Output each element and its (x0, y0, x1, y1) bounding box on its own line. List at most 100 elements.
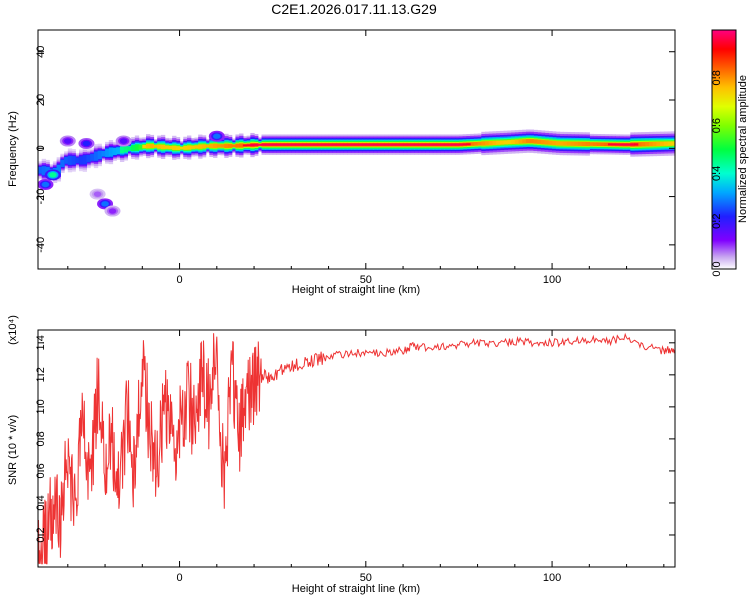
snr-y-label: SNR (10 * v/v) (7, 415, 19, 485)
ridge-cell (343, 143, 348, 146)
ridge-cell (201, 144, 207, 149)
ridge-cell (477, 141, 482, 146)
ridge-cell (645, 141, 650, 147)
y-tick-label: -20 (35, 189, 47, 205)
snr-panel: 0 50 100 0.2 0.4 0.6 0.8 1.0 1.2 1.4 Height of st… (7, 315, 676, 595)
ridge-cell (566, 141, 572, 146)
ridge-cell (224, 143, 229, 149)
spectral-blob (101, 201, 109, 207)
ridge-cell (429, 143, 434, 146)
snr-marks (38, 332, 675, 565)
ridge-cell (242, 144, 248, 147)
x-tick-label: 100 (543, 274, 561, 286)
colorbar-tick-label: 0.8 (711, 70, 723, 85)
ridge-cell (522, 139, 527, 144)
x-tick-label: 0 (176, 274, 182, 286)
ridge-cell (533, 139, 538, 144)
spectral-blob (108, 208, 117, 214)
ridge-cell (537, 139, 542, 144)
ridge-cell (116, 147, 121, 155)
y-tick-label: -40 (35, 237, 47, 253)
ridge-cell (503, 140, 508, 145)
ridge-cell (157, 144, 162, 149)
ridge-cell (593, 142, 598, 146)
ridge-cell (56, 164, 61, 175)
ridge-cell (481, 141, 486, 146)
ridge-cell (432, 143, 438, 146)
colorbar-tick-label: 0.0 (711, 261, 723, 276)
ridge-cell (146, 143, 151, 149)
y-tick-label: 0.2 (35, 527, 47, 542)
ridge-cell (93, 151, 99, 161)
ridge-cell (358, 143, 363, 146)
ridge-cell (86, 154, 91, 163)
y-tick-label: 40 (35, 46, 47, 58)
ridge-cell (376, 143, 382, 146)
ridge-cell (451, 143, 456, 146)
ridge-cell (473, 142, 479, 146)
ridge-cell (660, 141, 665, 146)
ridge-cell (671, 141, 675, 146)
ridge-cell (544, 140, 549, 145)
ridge-cell (607, 143, 613, 146)
ridge-cell (663, 141, 669, 146)
spectral-blob (213, 133, 221, 139)
ridge-cell (313, 143, 318, 146)
ridge-cell (421, 143, 427, 146)
colorbar-tick-label: 0.6 (711, 118, 723, 133)
ridge-cell (667, 141, 672, 146)
ridge-cell (172, 145, 177, 150)
ridge-cell (257, 144, 263, 146)
ridge-cell (417, 143, 423, 146)
y-tick-label: 0.6 (35, 463, 47, 478)
ridge-cell (287, 143, 292, 146)
ridge-cell (641, 142, 646, 147)
ridge-cell (656, 141, 661, 147)
colorbar: 0.0 0.2 0.4 0.6 0.8 Normalized spectral ampl… (711, 29, 749, 277)
spectral-blob (93, 191, 102, 197)
ridge-cell (637, 142, 643, 147)
colorbar-label: Normalized spectral amplitude (737, 75, 749, 223)
ridge-cell (280, 143, 285, 146)
ridge-cell (71, 156, 76, 165)
ridge-cell (302, 143, 307, 146)
ridge-cell (589, 142, 594, 146)
ridge-cell (525, 139, 531, 144)
ridge-cell (82, 155, 88, 165)
ridge-cell (321, 143, 326, 146)
y-tick-label: 1.4 (35, 335, 47, 350)
figure-title: C2E1.2026.017.11.13.G29 (271, 1, 437, 17)
ridge-cell (563, 141, 568, 146)
ridge-cell (574, 141, 579, 146)
ridge-cell (90, 153, 95, 161)
ridge-cell (101, 150, 106, 157)
ridge-cell (75, 157, 80, 164)
ridge-cell (406, 143, 412, 146)
ridge-cell (499, 140, 505, 145)
ridge-cell (373, 143, 378, 146)
ridge-cell (436, 143, 441, 146)
snr-axes: 0 50 100 0.2 0.4 0.6 0.8 1.0 1.2 1.4 (35, 330, 675, 584)
ridge-cell (60, 159, 65, 168)
ridge-cell (268, 143, 274, 146)
ridge-cell (399, 143, 404, 146)
ridge-cell (112, 147, 117, 156)
ridge-cell (410, 143, 415, 146)
spectrogram-marks (38, 129, 675, 217)
ridge-cell (615, 143, 620, 146)
ridge-cell (384, 143, 389, 146)
ridge-cell (626, 143, 631, 146)
ridge-cell (652, 141, 657, 147)
spectral-blob (41, 181, 50, 188)
ridge-cell (354, 143, 359, 146)
ridge-cell (291, 143, 296, 146)
ridge-cell (138, 144, 143, 150)
ridge-cell (388, 143, 393, 146)
ridge-cell (578, 141, 583, 146)
ridge-cell (209, 143, 214, 148)
ridge-cell (336, 143, 341, 146)
ridge-cell (142, 144, 147, 149)
ridge-cell (306, 143, 311, 146)
ridge-cell (227, 143, 233, 148)
ridge-cell (134, 144, 140, 151)
